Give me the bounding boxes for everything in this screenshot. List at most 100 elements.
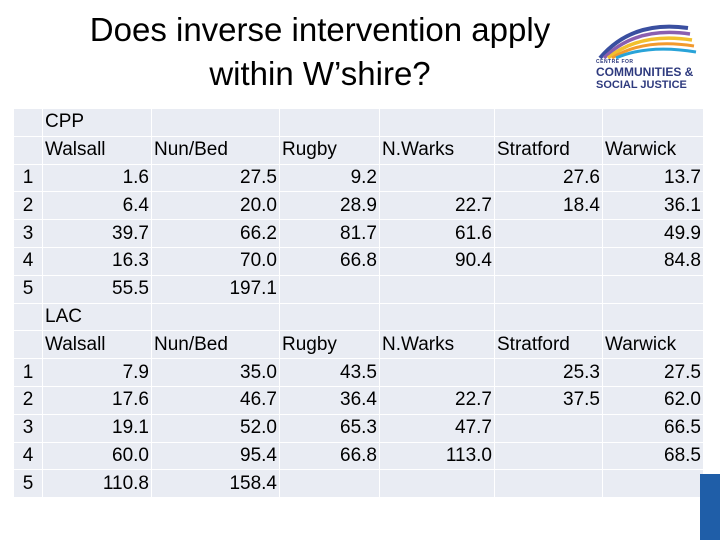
row-index: 4: [14, 247, 43, 276]
table-cell: 65.3: [279, 414, 380, 443]
table-cell: 95.4: [151, 442, 280, 471]
table-cell: 90.4: [379, 247, 495, 276]
table-row: 1 1.6 27.5 9.2 27.6 13.7: [14, 164, 704, 193]
table-cell: 36.4: [279, 386, 380, 415]
table-cell: [494, 219, 603, 248]
column-header: Walsall: [42, 136, 152, 165]
column-header: Nun/Bed: [151, 330, 280, 360]
table-cell: 36.1: [602, 191, 704, 221]
logo-line-1: COMMUNITIES &: [596, 65, 694, 79]
row-index: 4: [14, 442, 43, 471]
table-row: 5 110.8 158.4: [14, 469, 704, 499]
table-cell: [602, 275, 704, 304]
table-cell: 110.8: [42, 469, 152, 499]
table-cell: 66.5: [602, 414, 704, 443]
column-header: Stratford: [494, 136, 603, 165]
column-header: Stratford: [494, 330, 603, 360]
title-line-1: Does inverse intervention apply: [89, 11, 551, 48]
table-cell: 25.3: [494, 358, 603, 387]
section-label: LAC: [42, 303, 152, 332]
section-row: CPP: [14, 109, 704, 137]
table-cell: 9.2: [279, 164, 380, 193]
table-cell: 113.0: [379, 442, 495, 471]
table-cell: 84.8: [602, 247, 704, 276]
row-index: 1: [14, 358, 43, 387]
table-row: 2 17.6 46.7 36.4 22.7 37.5 62.0: [14, 386, 704, 415]
section-label: CPP: [42, 109, 152, 137]
table-cell: 35.0: [151, 358, 280, 387]
table-cell: [494, 247, 603, 276]
table-row: 4 16.3 70.0 66.8 90.4 84.8: [14, 247, 704, 276]
table-cell: 62.0: [602, 386, 704, 415]
table-cell: [279, 275, 380, 304]
table-cell: 43.5: [279, 358, 380, 387]
table-cell: 60.0: [42, 442, 152, 471]
table-cell: 20.0: [151, 191, 280, 221]
table-row: 5 55.5 197.1: [14, 275, 704, 304]
column-header: Rugby: [279, 330, 380, 360]
header-row: Walsall Nun/Bed Rugby N.Warks Stratford …: [14, 330, 704, 360]
table-cell: 70.0: [151, 247, 280, 276]
row-index: 3: [14, 219, 43, 248]
table-cell: 66.8: [279, 247, 380, 276]
table-cell: 13.7: [602, 164, 704, 193]
table-cell: 197.1: [151, 275, 280, 304]
table-cell: [494, 275, 603, 304]
row-index: 2: [14, 386, 43, 415]
table-cell: 27.6: [494, 164, 603, 193]
table-cell: [494, 442, 603, 471]
table-cell: 18.4: [494, 191, 603, 221]
table-cell: [494, 469, 603, 499]
table-cell: [379, 164, 495, 193]
table-cell: 22.7: [379, 191, 495, 221]
table-cell: 1.6: [42, 164, 152, 193]
table-cell: 66.8: [279, 442, 380, 471]
corner-accent-bar: [700, 474, 720, 540]
table-cell: 68.5: [602, 442, 704, 471]
row-index: 5: [14, 275, 43, 304]
table-cell: 16.3: [42, 247, 152, 276]
table-cell: [379, 358, 495, 387]
table-cell: [494, 414, 603, 443]
table-cell: 81.7: [279, 219, 380, 248]
table-cell: 39.7: [42, 219, 152, 248]
table-row: 1 7.9 35.0 43.5 25.3 27.5: [14, 358, 704, 387]
table-cell: [379, 275, 495, 304]
title-line-2: within W’shire?: [209, 55, 431, 92]
table-cell: 28.9: [279, 191, 380, 221]
table-cell: 22.7: [379, 386, 495, 415]
column-header: Warwick: [602, 136, 704, 165]
header-row: Walsall Nun/Bed Rugby N.Warks Stratford …: [14, 136, 704, 165]
row-index: 2: [14, 191, 43, 221]
column-header: N.Warks: [379, 330, 495, 360]
table-cell: [379, 469, 495, 499]
column-header: N.Warks: [379, 136, 495, 165]
column-header: Warwick: [602, 330, 704, 360]
table-cell: 7.9: [42, 358, 152, 387]
table-row: 3 19.1 52.0 65.3 47.7 66.5: [14, 414, 704, 443]
column-header: Nun/Bed: [151, 136, 280, 165]
table-cell: 49.9: [602, 219, 704, 248]
table-cell: 158.4: [151, 469, 280, 499]
table-row: 4 60.0 95.4 66.8 113.0 68.5: [14, 442, 704, 471]
row-index: 1: [14, 164, 43, 193]
section-row: LAC: [14, 303, 704, 332]
slide-title: Does inverse intervention apply within W…: [40, 8, 600, 96]
table-cell: [279, 469, 380, 499]
table-cell: 27.5: [602, 358, 704, 387]
table-cell: 61.6: [379, 219, 495, 248]
table-cell: 55.5: [42, 275, 152, 304]
data-table: CPP Walsall Nun/Bed Rugby N.Warks Stratf…: [14, 109, 704, 499]
table-cell: 46.7: [151, 386, 280, 415]
table-cell: 47.7: [379, 414, 495, 443]
logo-line-2: SOCIAL JUSTICE: [596, 79, 687, 91]
table-cell: 66.2: [151, 219, 280, 248]
table-cell: 6.4: [42, 191, 152, 221]
table-cell: 52.0: [151, 414, 280, 443]
table-cell: 17.6: [42, 386, 152, 415]
table-cell: 37.5: [494, 386, 603, 415]
column-header: Rugby: [279, 136, 380, 165]
column-header: Walsall: [42, 330, 152, 360]
table-row: 2 6.4 20.0 28.9 22.7 18.4 36.1: [14, 191, 704, 221]
table-cell: 19.1: [42, 414, 152, 443]
